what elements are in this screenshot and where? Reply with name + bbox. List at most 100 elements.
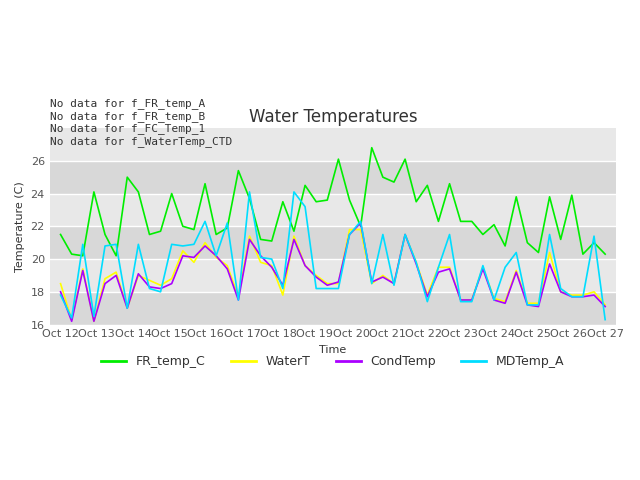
- WaterT: [257, 260, 264, 265]
- FR_temp_C: [356, 223, 364, 229]
- MDTemp_A: [68, 315, 76, 321]
- MDTemp_A: [379, 232, 387, 238]
- WaterT: [390, 281, 398, 287]
- CondTemp: [223, 266, 231, 272]
- FR_temp_C: [579, 251, 587, 257]
- MDTemp_A: [346, 232, 353, 238]
- FR_temp_C: [234, 168, 242, 173]
- WaterT: [557, 289, 564, 295]
- MDTemp_A: [323, 286, 331, 291]
- FR_temp_C: [546, 194, 554, 200]
- Y-axis label: Temperature (C): Temperature (C): [15, 181, 25, 272]
- FR_temp_C: [112, 253, 120, 259]
- FR_temp_C: [524, 240, 531, 246]
- MDTemp_A: [201, 218, 209, 224]
- CondTemp: [79, 268, 86, 274]
- Line: CondTemp: CondTemp: [61, 223, 605, 321]
- CondTemp: [513, 269, 520, 275]
- FR_temp_C: [513, 194, 520, 200]
- MDTemp_A: [124, 305, 131, 311]
- MDTemp_A: [546, 232, 554, 238]
- FR_temp_C: [257, 237, 264, 242]
- MDTemp_A: [90, 313, 98, 319]
- FR_temp_C: [390, 179, 398, 185]
- MDTemp_A: [424, 299, 431, 304]
- MDTemp_A: [257, 254, 264, 260]
- FR_temp_C: [90, 189, 98, 195]
- WaterT: [223, 263, 231, 268]
- CondTemp: [412, 261, 420, 267]
- CondTemp: [290, 237, 298, 242]
- MDTemp_A: [301, 204, 309, 210]
- CondTemp: [101, 281, 109, 287]
- FR_temp_C: [279, 199, 287, 204]
- FR_temp_C: [424, 182, 431, 188]
- FR_temp_C: [379, 174, 387, 180]
- CondTemp: [168, 281, 175, 287]
- MDTemp_A: [190, 241, 198, 247]
- Line: FR_temp_C: FR_temp_C: [61, 148, 605, 256]
- CondTemp: [524, 302, 531, 308]
- CondTemp: [234, 297, 242, 303]
- MDTemp_A: [279, 286, 287, 291]
- CondTemp: [246, 237, 253, 242]
- WaterT: [445, 264, 453, 270]
- WaterT: [501, 299, 509, 304]
- CondTemp: [57, 289, 65, 295]
- Bar: [50, 226, 616, 259]
- FR_temp_C: [179, 223, 187, 229]
- MDTemp_A: [79, 241, 86, 247]
- WaterT: [90, 318, 98, 324]
- MDTemp_A: [335, 286, 342, 291]
- MDTemp_A: [524, 302, 531, 308]
- WaterT: [157, 282, 164, 288]
- WaterT: [279, 292, 287, 298]
- CondTemp: [579, 294, 587, 300]
- MDTemp_A: [168, 241, 175, 247]
- Text: No data for f_FR_temp_A
No data for f_FR_temp_B
No data for f_FC_Temp_1
No data : No data for f_FR_temp_A No data for f_FR…: [50, 98, 232, 147]
- CondTemp: [568, 294, 575, 300]
- WaterT: [212, 254, 220, 260]
- CondTemp: [390, 281, 398, 287]
- CondTemp: [602, 304, 609, 310]
- FR_temp_C: [290, 228, 298, 234]
- MDTemp_A: [479, 263, 487, 268]
- CondTemp: [134, 271, 142, 276]
- FR_temp_C: [246, 195, 253, 201]
- WaterT: [457, 297, 465, 303]
- CondTemp: [424, 294, 431, 300]
- WaterT: [79, 266, 86, 272]
- FR_temp_C: [534, 250, 542, 255]
- WaterT: [368, 281, 376, 287]
- WaterT: [134, 273, 142, 278]
- WaterT: [234, 294, 242, 300]
- CondTemp: [435, 269, 442, 275]
- CondTemp: [546, 261, 554, 267]
- MDTemp_A: [468, 299, 476, 304]
- MDTemp_A: [246, 189, 253, 195]
- FR_temp_C: [568, 192, 575, 198]
- WaterT: [424, 292, 431, 298]
- FR_temp_C: [101, 232, 109, 238]
- MDTemp_A: [134, 241, 142, 247]
- MDTemp_A: [602, 317, 609, 323]
- WaterT: [534, 300, 542, 306]
- CondTemp: [179, 253, 187, 259]
- WaterT: [468, 297, 476, 303]
- FR_temp_C: [157, 228, 164, 234]
- Bar: [50, 161, 616, 193]
- FR_temp_C: [223, 225, 231, 231]
- CondTemp: [445, 266, 453, 272]
- MDTemp_A: [234, 297, 242, 303]
- FR_temp_C: [368, 145, 376, 151]
- WaterT: [379, 273, 387, 278]
- FR_temp_C: [190, 227, 198, 232]
- WaterT: [168, 276, 175, 282]
- CondTemp: [590, 292, 598, 298]
- FR_temp_C: [335, 156, 342, 162]
- WaterT: [190, 260, 198, 265]
- FR_temp_C: [457, 218, 465, 224]
- FR_temp_C: [401, 156, 409, 162]
- FR_temp_C: [590, 240, 598, 246]
- MDTemp_A: [457, 299, 465, 304]
